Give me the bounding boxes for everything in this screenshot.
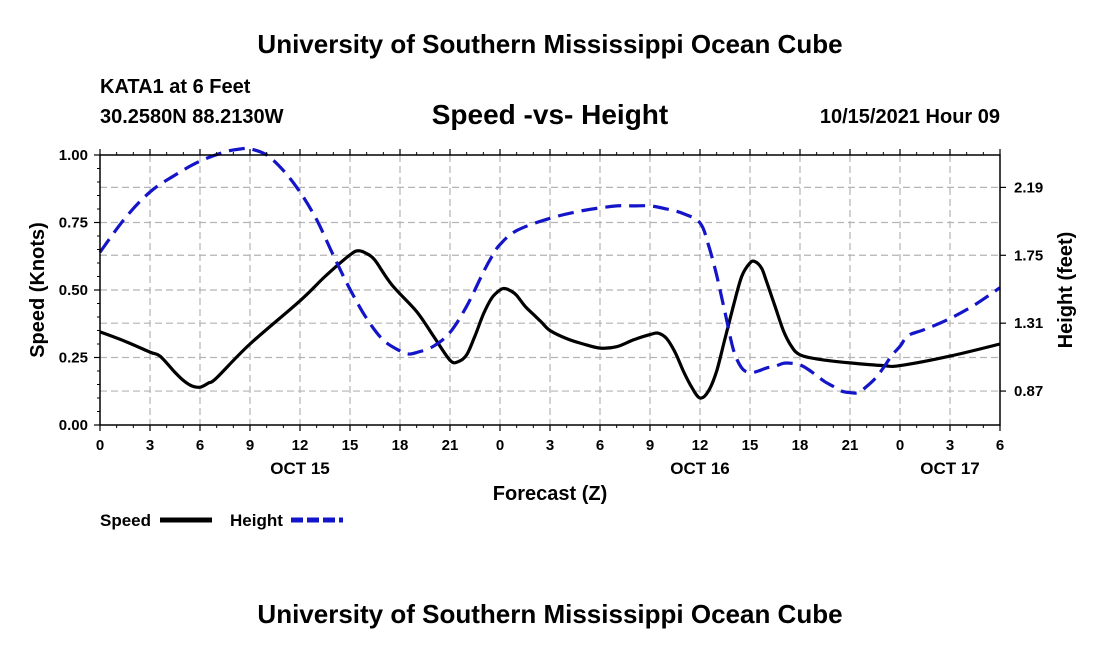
x-tick-label: 3 (946, 437, 954, 454)
x-tick-label: 15 (742, 437, 759, 454)
x-tick-label: 6 (596, 437, 604, 454)
x-tick-label: 12 (292, 437, 309, 454)
x-date-label: OCT 17 (920, 459, 980, 478)
x-tick-label: 21 (442, 437, 459, 454)
x-tick-label: 6 (996, 437, 1004, 454)
y-left-tick-label: 0.25 (59, 350, 88, 367)
x-tick-label: 18 (392, 437, 409, 454)
y-right-tick-label: 2.19 (1014, 179, 1043, 196)
y-axis-right-label: Height (feet) (1055, 232, 1077, 349)
x-axis-label: Forecast (Z) (493, 483, 607, 505)
x-tick-label: 0 (96, 437, 104, 454)
x-tick-label: 21 (842, 437, 859, 454)
x-tick-label: 6 (196, 437, 204, 454)
series-line-height (98, 146, 1001, 395)
series-line-speed (99, 249, 1001, 400)
x-tick-label: 3 (546, 437, 554, 454)
x-tick-label: 0 (896, 437, 904, 454)
chart-subtitle: Speed -vs- Height (431, 99, 669, 130)
station-coordinates: 30.2580N 88.2130W (100, 106, 284, 128)
x-tick-label: 9 (646, 437, 654, 454)
main-title: University of Southern Mississippi Ocean… (257, 29, 843, 59)
grid-lines (100, 155, 1000, 425)
footer-title: University of Southern Mississippi Ocean… (257, 599, 843, 629)
legend: Speed Height (100, 511, 343, 530)
x-tick-label: 0 (496, 437, 504, 454)
axes: 0 3 6 9 12 15 18 21 0 3 6 9 12 15 18 21 0 3 6 OCT 15 OCT 16 O… (59, 147, 1043, 478)
x-tick-label: 9 (246, 437, 254, 454)
y-left-tick-label: 0.00 (59, 417, 88, 434)
y-left-tick-label: 0.50 (59, 282, 88, 299)
legend-speed-label: Speed (100, 511, 151, 530)
station-label: KATA1 at 6 Feet (100, 76, 251, 98)
y-right-tick-label: 0.87 (1014, 383, 1043, 400)
legend-height-label: Height (230, 511, 283, 530)
x-tick-label: 3 (146, 437, 154, 454)
x-date-label: OCT 16 (670, 459, 730, 478)
y-left-tick-label: 0.75 (59, 215, 88, 232)
x-tick-label: 15 (342, 437, 359, 454)
y-left-tick-label: 1.00 (59, 147, 88, 164)
y-right-tick-label: 1.31 (1014, 315, 1043, 332)
x-tick-label: 18 (792, 437, 809, 454)
y-axis-left-label: Speed (Knots) (27, 222, 49, 358)
series-layer (98, 146, 1001, 400)
x-date-label: OCT 15 (270, 459, 330, 478)
x-tick-label: 12 (692, 437, 709, 454)
y-right-tick-label: 1.75 (1014, 247, 1043, 264)
forecast-datetime: 10/15/2021 Hour 09 (819, 106, 1000, 128)
